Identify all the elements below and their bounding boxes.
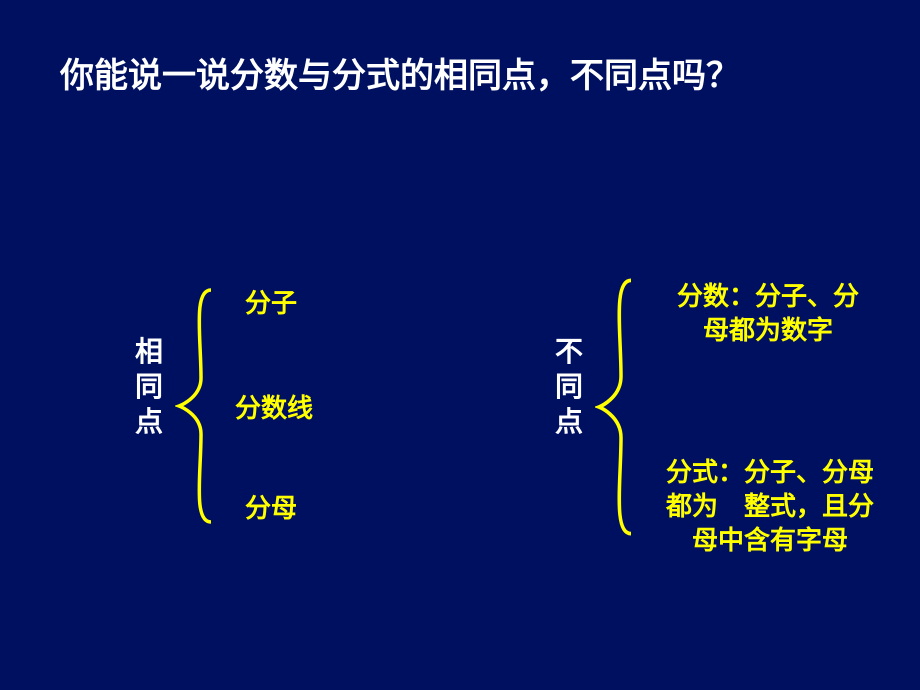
diff-label-char: 同 (555, 370, 583, 405)
diff-item-line: 都为 整式，且分 (630, 490, 910, 524)
same-label-char: 相 (135, 335, 163, 370)
diff-item-line: 母中含有字母 (630, 524, 910, 558)
same-points-label: 相 同 点 (135, 335, 163, 440)
diff-points-label: 不 同 点 (555, 335, 583, 440)
diff-item-rational-expression: 分式：分子、分母 都为 整式，且分 母中含有字母 (630, 456, 910, 557)
same-item-fraction-line: 分数线 (235, 388, 313, 425)
diff-item-line: 分数：分子、分 (638, 280, 898, 314)
same-label-char: 点 (135, 405, 163, 440)
diff-item-line: 分式：分子、分母 (630, 456, 910, 490)
diff-item-fraction: 分数：分子、分 母都为数字 (638, 280, 898, 348)
slide-title: 你能说一说分数与分式的相同点，不同点吗？ (60, 48, 740, 97)
diff-item-line: 母都为数字 (638, 314, 898, 348)
same-item-numerator: 分子 (245, 283, 297, 320)
same-item-denominator: 分母 (245, 488, 297, 525)
slide: 你能说一说分数与分式的相同点，不同点吗？ 相 同 点 分子 分数线 分母 不 同… (0, 0, 920, 690)
diff-label-char: 不 (555, 335, 583, 370)
same-label-char: 同 (135, 370, 163, 405)
brace-icon (595, 276, 635, 538)
brace-icon (175, 286, 215, 526)
diff-label-char: 点 (555, 405, 583, 440)
